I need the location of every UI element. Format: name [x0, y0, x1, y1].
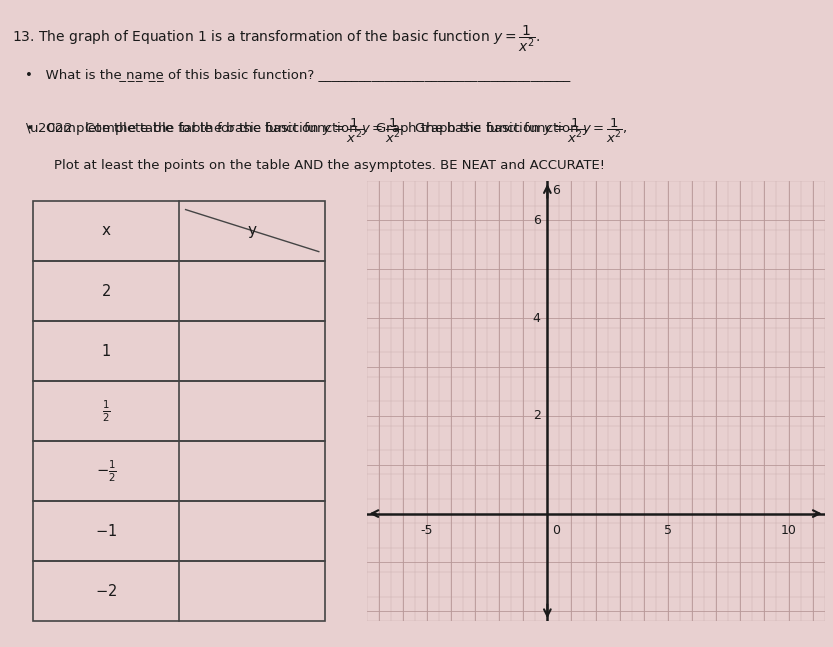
Text: $2$: $2$ [101, 283, 111, 299]
Text: 2: 2 [533, 410, 541, 422]
Text: x: x [102, 223, 111, 238]
Text: $-1$: $-1$ [95, 523, 117, 539]
Text: 13. The graph of Equation 1 is a transformation of the basic function $y=\dfrac{: 13. The graph of Equation 1 is a transfo… [12, 23, 541, 54]
Bar [33, 201, 325, 261]
Text: y: y [247, 223, 257, 238]
Text: $1$: $1$ [101, 343, 111, 359]
Bar [33, 561, 325, 621]
Bar [33, 261, 325, 321]
Text: 4: 4 [533, 312, 541, 325]
Text: -5: -5 [421, 524, 433, 537]
Text: 6: 6 [533, 214, 541, 226]
Text: $-2$: $-2$ [95, 583, 117, 599]
Bar [33, 501, 325, 561]
Text: 10: 10 [781, 524, 796, 537]
Text: \u2022   Complete the table for the basic function $y=\dfrac{1}{x^2}$.  Graph th: \u2022 Complete the table for the basic … [25, 116, 627, 145]
Text: 5: 5 [664, 524, 672, 537]
Text: 0: 0 [551, 524, 560, 537]
Bar [33, 381, 325, 441]
Bar [33, 441, 325, 501]
Text: 6: 6 [551, 184, 560, 197]
Text: •   Complete the table for the basic function $y=\dfrac{1}{x^2}$.  Graph the bas: • Complete the table for the basic funct… [25, 116, 589, 145]
Text: Plot at least the points on the table AND the asymptotes. BE NEAT and ACCURATE!: Plot at least the points on the table AN… [54, 159, 605, 171]
Text: $-\frac{1}{2}$: $-\frac{1}{2}$ [96, 458, 117, 483]
Text: •   What is the ̲n̲a̲m̲e̲ of this basic function? ______________________________: • What is the ̲n̲a̲m̲e̲ of this basic fu… [25, 68, 571, 81]
Text: $\frac{1}{2}$: $\frac{1}{2}$ [102, 398, 110, 424]
Bar [33, 321, 325, 381]
